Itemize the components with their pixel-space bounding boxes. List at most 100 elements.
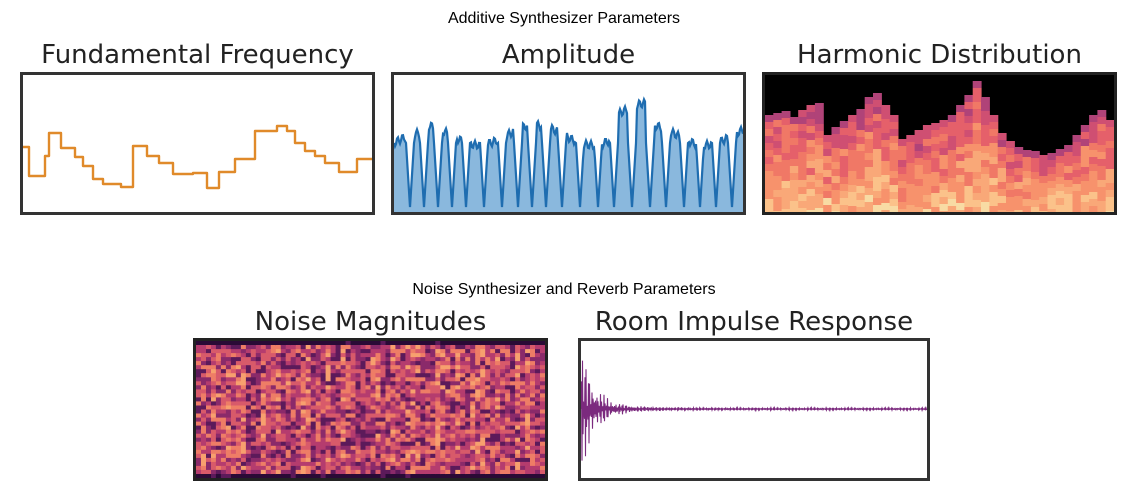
harmonic-cell bbox=[922, 125, 932, 132]
noise-cell bbox=[505, 357, 511, 362]
noise-cell bbox=[380, 357, 386, 362]
noise-cell bbox=[490, 453, 496, 459]
noise-cell bbox=[265, 393, 272, 398]
noise-cell bbox=[420, 429, 426, 435]
harmonic-cell bbox=[964, 151, 974, 158]
noise-cell bbox=[215, 397, 222, 402]
noise-cell bbox=[280, 393, 287, 398]
noise-cell bbox=[275, 397, 282, 402]
noise-cell bbox=[206, 465, 212, 471]
noise-cell bbox=[395, 457, 401, 463]
noise-cell bbox=[505, 405, 511, 410]
harmonic-cell bbox=[1072, 191, 1082, 198]
noise-cell bbox=[230, 429, 237, 435]
noise-cell bbox=[515, 397, 521, 402]
harmonic-cell bbox=[773, 162, 783, 169]
noise-cell bbox=[295, 469, 302, 475]
noise-cell bbox=[530, 433, 536, 439]
noise-cell bbox=[455, 393, 461, 398]
noise-cell bbox=[410, 433, 416, 439]
harmonic-cell bbox=[898, 146, 907, 153]
noise-cell bbox=[395, 417, 401, 423]
noise-cell bbox=[380, 397, 386, 402]
harmonic-cell bbox=[914, 172, 924, 179]
noise-cell bbox=[375, 393, 381, 398]
noise-cell bbox=[465, 425, 471, 431]
noise-cell bbox=[260, 353, 267, 358]
noise-cell bbox=[390, 437, 396, 443]
noise-cell bbox=[265, 417, 272, 423]
noise-cell bbox=[415, 381, 421, 386]
harmonic-cell bbox=[981, 125, 990, 132]
noise-cell bbox=[265, 425, 272, 431]
noise-cell bbox=[540, 461, 545, 467]
noise-cell bbox=[510, 429, 516, 435]
noise-cell bbox=[211, 457, 217, 463]
noise-cell bbox=[425, 397, 431, 402]
noise-cell bbox=[225, 461, 232, 467]
harmonic-cell bbox=[798, 117, 808, 124]
noise-cell bbox=[450, 361, 456, 366]
noise-cell bbox=[475, 474, 481, 478]
noise-cell bbox=[325, 377, 332, 382]
noise-cell bbox=[295, 445, 302, 451]
harmonic-cell bbox=[1080, 209, 1090, 212]
noise-cell bbox=[390, 349, 396, 354]
noise-cell bbox=[340, 449, 347, 455]
noise-cell bbox=[470, 425, 476, 431]
noise-cell bbox=[435, 425, 441, 431]
harmonic-cell bbox=[972, 88, 982, 95]
noise-cell bbox=[365, 453, 371, 459]
harmonic-cell bbox=[806, 203, 816, 210]
noise-cell bbox=[215, 465, 222, 471]
noise-cell bbox=[530, 453, 536, 459]
harmonic-cell bbox=[873, 198, 882, 205]
noise-cell bbox=[450, 445, 456, 451]
harmonic-cell bbox=[898, 195, 907, 202]
harmonic-cell bbox=[956, 112, 965, 119]
noise-cell bbox=[315, 437, 322, 443]
noise-cell bbox=[255, 457, 262, 463]
noise-cell bbox=[230, 393, 237, 398]
noise-cell bbox=[255, 425, 262, 431]
noise-cell bbox=[435, 401, 441, 406]
noise-cell bbox=[285, 413, 292, 418]
harmonic-cell bbox=[773, 155, 783, 162]
noise-cell bbox=[440, 365, 446, 370]
noise-cell bbox=[455, 369, 461, 374]
noise-cell bbox=[435, 441, 441, 447]
noise-cell bbox=[425, 393, 431, 398]
noise-cell bbox=[480, 345, 486, 350]
noise-cell bbox=[495, 385, 501, 390]
noise-cell bbox=[201, 417, 207, 423]
noise-cell bbox=[425, 474, 431, 478]
harmonic-cell bbox=[889, 143, 899, 150]
harmonic-cell bbox=[898, 160, 907, 167]
noise-cell bbox=[320, 349, 327, 354]
noise-cell bbox=[295, 361, 302, 366]
noise-cell bbox=[520, 417, 526, 423]
noise-cell bbox=[305, 437, 312, 443]
noise-cell bbox=[450, 393, 456, 398]
noise-cell bbox=[540, 441, 545, 447]
harmonic-cell bbox=[806, 147, 816, 154]
noise-cell bbox=[395, 405, 401, 410]
harmonic-cell bbox=[1014, 203, 1024, 210]
noise-cell bbox=[225, 405, 232, 410]
noise-cell bbox=[285, 389, 292, 394]
noise-cell bbox=[315, 357, 322, 362]
noise-cell bbox=[505, 373, 511, 378]
noise-cell bbox=[315, 361, 322, 366]
noise-cell bbox=[201, 341, 207, 346]
noise-cell bbox=[230, 469, 237, 475]
noise-cell bbox=[480, 397, 486, 402]
noise-cell bbox=[270, 345, 277, 350]
noise-cell bbox=[385, 361, 391, 366]
noise-cell bbox=[315, 349, 322, 354]
noise-cell bbox=[290, 341, 297, 346]
noise-cell bbox=[215, 349, 222, 354]
noise-cell bbox=[330, 453, 337, 459]
noise-cell bbox=[196, 405, 202, 410]
noise-cell bbox=[280, 345, 287, 350]
noise-cell bbox=[485, 465, 491, 471]
